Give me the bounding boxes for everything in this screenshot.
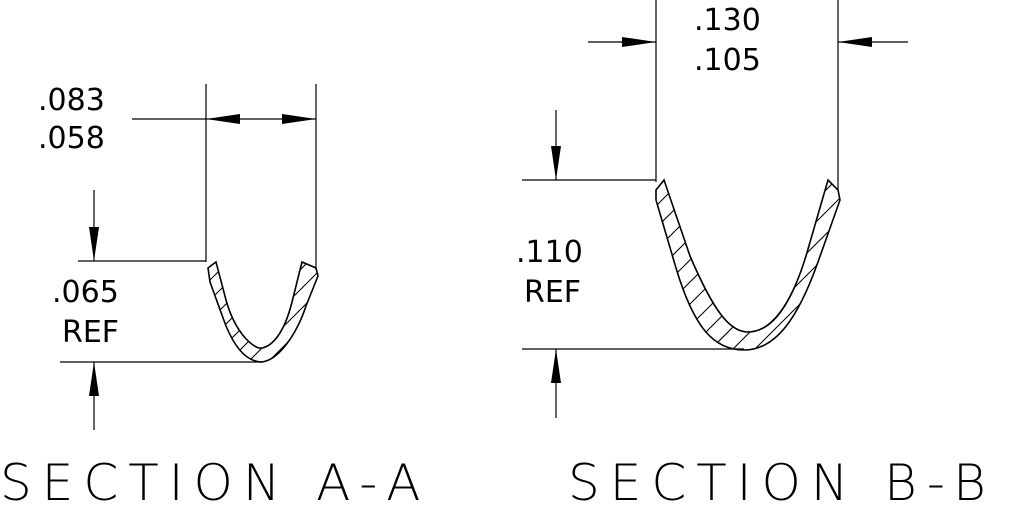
section-a-width-max: .083 <box>38 83 105 118</box>
section-b-width-arrow-left <box>622 37 656 47</box>
section-a-depth-arrow-bottom <box>89 362 99 396</box>
section-a-depth-note: REF <box>62 315 119 350</box>
section-b-group: .130 .105 .110 REF S <box>516 0 996 512</box>
section-b-depth-arrow-bottom <box>551 349 561 383</box>
section-b-profile-outline <box>655 178 841 351</box>
section-a-group: .083 .058 .065 REF SECTION A-A <box>0 83 430 512</box>
section-b-width-max: .130 <box>694 3 761 38</box>
section-b-depth-arrow-top <box>551 146 561 180</box>
section-b-depth-value: .110 <box>516 235 583 270</box>
section-a-depth-arrow-top <box>89 227 99 261</box>
section-a-depth-value: .065 <box>52 275 119 310</box>
section-a-width-arrow-right <box>282 114 316 124</box>
section-b-depth-note: REF <box>524 275 581 310</box>
section-b-width-arrow-right <box>838 37 872 47</box>
section-b-hatching <box>656 180 840 350</box>
section-b-width-min: .105 <box>694 43 761 78</box>
section-b-title: SECTION B-B <box>568 454 996 512</box>
section-a-width-arrow-left <box>206 114 240 124</box>
section-a-profile-outline <box>207 260 319 363</box>
section-a-width-min: .058 <box>38 121 105 156</box>
section-a-title: SECTION A-A <box>0 454 430 512</box>
